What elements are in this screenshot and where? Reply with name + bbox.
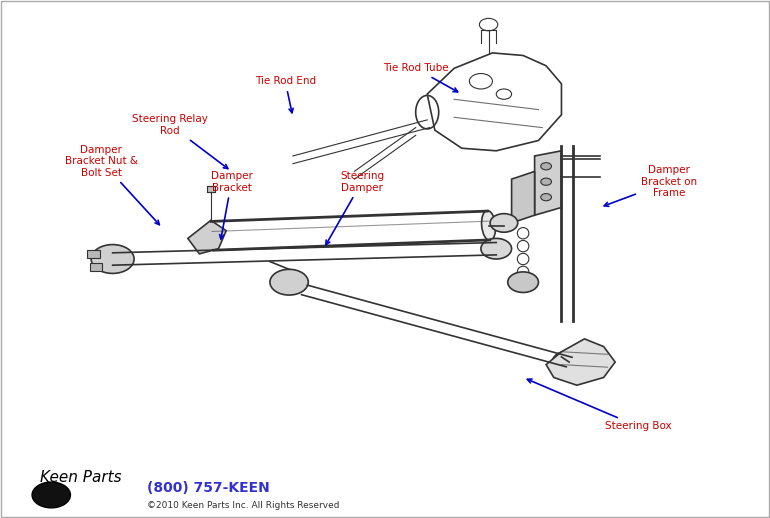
Circle shape xyxy=(541,163,551,170)
Polygon shape xyxy=(546,339,615,385)
Text: Damper
Bracket on
Frame: Damper Bracket on Frame xyxy=(604,165,697,206)
Text: Steering
Damper: Steering Damper xyxy=(326,171,384,244)
Circle shape xyxy=(32,482,70,508)
Polygon shape xyxy=(188,220,226,254)
Text: Tie Rod Tube: Tie Rod Tube xyxy=(383,63,457,92)
Bar xyxy=(207,186,215,192)
Bar xyxy=(89,263,102,271)
Circle shape xyxy=(552,351,586,373)
Circle shape xyxy=(541,178,551,185)
Text: Damper
Bracket Nut &
Bolt Set: Damper Bracket Nut & Bolt Set xyxy=(65,145,159,225)
Circle shape xyxy=(91,244,134,274)
Text: Steering Relay
Rod: Steering Relay Rod xyxy=(132,114,228,169)
Bar xyxy=(87,250,99,258)
Ellipse shape xyxy=(206,222,218,250)
Polygon shape xyxy=(534,151,561,215)
Polygon shape xyxy=(511,171,534,223)
Circle shape xyxy=(541,194,551,201)
Circle shape xyxy=(270,269,308,295)
Circle shape xyxy=(490,213,517,232)
Text: Damper
Bracket: Damper Bracket xyxy=(211,171,253,239)
Text: Steering Box: Steering Box xyxy=(527,379,671,431)
Ellipse shape xyxy=(481,211,496,240)
Text: Tie Rod End: Tie Rod End xyxy=(255,76,316,113)
Circle shape xyxy=(481,238,511,259)
Text: ©2010 Keen Parts Inc. All Rights Reserved: ©2010 Keen Parts Inc. All Rights Reserve… xyxy=(147,501,340,510)
Circle shape xyxy=(507,272,538,293)
Text: Keen Parts: Keen Parts xyxy=(40,470,122,485)
Circle shape xyxy=(95,248,129,270)
Text: (800) 757-KEEN: (800) 757-KEEN xyxy=(147,481,270,495)
